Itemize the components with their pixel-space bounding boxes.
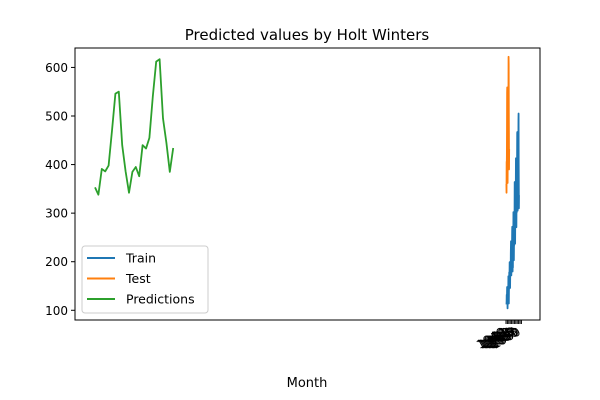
legend-label: Predictions [126, 292, 195, 307]
y-tick-label: 100 [45, 304, 68, 318]
x-axis-label: Month [287, 376, 328, 391]
series-train-line [505, 112, 520, 310]
legend-label: Test [125, 271, 151, 286]
x-axis: 1949195019511952195319541955195619571958… [474, 320, 523, 352]
legend-label: Train [125, 251, 156, 266]
legend-box [81, 245, 209, 314]
y-tick-label: 500 [45, 110, 68, 124]
legend: Train Test Predictions [81, 245, 209, 314]
series-layer [94, 55, 520, 310]
legend-items: Train Test Predictions [87, 251, 195, 307]
y-tick-label: 400 [45, 158, 68, 172]
y-tick-label: 200 [45, 255, 68, 269]
plot-area-frame [74, 47, 541, 321]
y-axis: 100 200 300 400 500 600 [45, 61, 75, 318]
series-predictions-line [94, 58, 175, 196]
chart-title: Predicted values by Holt Winters [185, 26, 430, 44]
y-tick-label: 300 [45, 207, 68, 221]
y-tick-label: 600 [45, 61, 68, 75]
series-test-line [505, 55, 511, 194]
